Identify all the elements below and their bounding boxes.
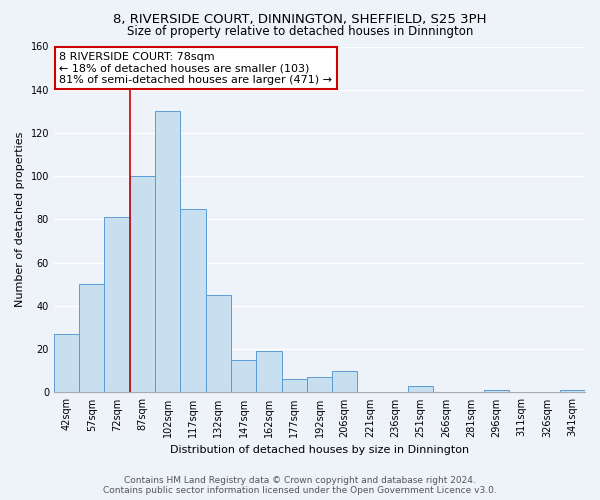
Bar — [281, 380, 307, 392]
Text: Contains HM Land Registry data © Crown copyright and database right 2024.
Contai: Contains HM Land Registry data © Crown c… — [103, 476, 497, 495]
X-axis label: Distribution of detached houses by size in Dinnington: Distribution of detached houses by size … — [170, 445, 469, 455]
Bar — [560, 390, 585, 392]
Bar — [130, 176, 155, 392]
Bar — [206, 295, 231, 392]
Bar — [408, 386, 433, 392]
Bar — [332, 371, 358, 392]
Bar — [231, 360, 256, 392]
Bar — [155, 112, 181, 392]
Bar — [54, 334, 79, 392]
Bar — [307, 378, 332, 392]
Bar — [484, 390, 509, 392]
Text: Size of property relative to detached houses in Dinnington: Size of property relative to detached ho… — [127, 25, 473, 38]
Bar — [256, 352, 281, 393]
Y-axis label: Number of detached properties: Number of detached properties — [15, 132, 25, 307]
Bar — [181, 208, 206, 392]
Bar — [104, 218, 130, 392]
Bar — [79, 284, 104, 393]
Text: 8 RIVERSIDE COURT: 78sqm
← 18% of detached houses are smaller (103)
81% of semi-: 8 RIVERSIDE COURT: 78sqm ← 18% of detach… — [59, 52, 332, 85]
Text: 8, RIVERSIDE COURT, DINNINGTON, SHEFFIELD, S25 3PH: 8, RIVERSIDE COURT, DINNINGTON, SHEFFIEL… — [113, 12, 487, 26]
